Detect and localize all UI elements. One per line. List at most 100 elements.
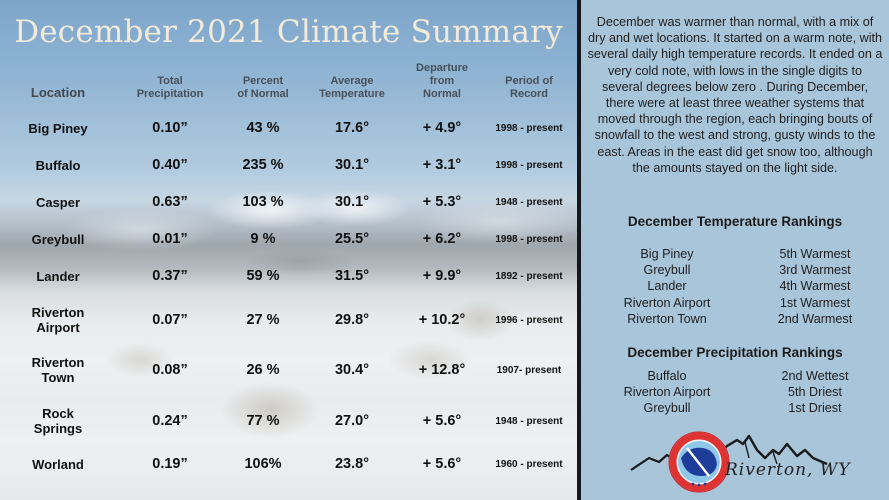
- cell-period-of-record: 1998 - present: [495, 233, 563, 245]
- cell-location: Riverton Town: [31, 355, 85, 385]
- list-item: Lander 4th Warmest: [647, 279, 851, 294]
- header-location-label: Location: [30, 85, 86, 100]
- cell-period-of-record: 1948 - present: [495, 196, 563, 208]
- cell-period-of-record: 1948 - present: [495, 415, 563, 427]
- header-percent-normal: Percent of Normal: [225, 75, 301, 101]
- cell-departure: + 3.1°: [422, 157, 462, 173]
- table-row: Casper 0.63” 103 % 30.1° + 5.3° 1948 - p…: [0, 184, 577, 220]
- temperature-rankings-list: Big Piney 5th Warmest Greybull 3rd Warmest…: [581, 246, 889, 327]
- cell-avg-temperature: 31.5°: [334, 268, 370, 284]
- cell-precipitation: 0.37”: [152, 268, 188, 284]
- cell-period-of-record: 1996 - present: [495, 314, 563, 326]
- cell-percent-normal: 27 %: [246, 312, 280, 328]
- cell-location: Big Piney: [28, 120, 88, 136]
- cell-departure: + 5.6°: [422, 456, 462, 472]
- header-precip-line2: Precipitation: [136, 88, 204, 100]
- cell-period-of-record: 1960 - present: [495, 458, 563, 470]
- header-por-line2: Record: [510, 88, 548, 100]
- list-item: Buffalo 2nd Wettest: [647, 369, 849, 383]
- cell-period-of-record: 1998 - present: [495, 159, 563, 171]
- table-row: Riverton Town 0.08” 26 % 30.4° + 12.8° 19…: [0, 352, 577, 388]
- header-avg-temperature: Average Temperature: [306, 75, 398, 101]
- cell-percent-normal: 26 %: [246, 362, 280, 378]
- header-temp-line1: Average: [330, 75, 374, 87]
- cell-departure: + 12.8°: [418, 362, 466, 378]
- cell-location: Worland: [32, 456, 84, 472]
- list-item: Riverton Airport 1st Warmest: [623, 295, 851, 310]
- cell-location: Greybull: [31, 231, 85, 247]
- cell-avg-temperature: 25.5°: [334, 231, 370, 247]
- table-row: Worland 0.19” 106% 23.8° + 5.6° 1960 - p…: [0, 446, 577, 482]
- cell-departure: + 6.2°: [422, 231, 462, 247]
- cell-location: Lander: [36, 268, 80, 284]
- cell-precipitation: 0.10”: [152, 120, 188, 136]
- precipitation-rankings-title: December Precipitation Rankings: [627, 345, 843, 360]
- header-dep-line2: from: [429, 75, 455, 87]
- header-location: Location: [8, 86, 108, 99]
- panel-divider: [577, 0, 581, 500]
- list-item: Riverton Town 2nd Warmest: [627, 311, 853, 326]
- cell-percent-normal: 43 %: [246, 120, 280, 136]
- cell-precipitation: 0.01”: [152, 231, 188, 247]
- logo-location-text: Riverton, WY: [725, 460, 851, 480]
- header-pct-line2: of Normal: [237, 88, 289, 100]
- cell-location: Buffalo: [35, 157, 81, 173]
- cell-precipitation: 0.19”: [152, 456, 188, 472]
- summary-panel: December was warmer than normal, with a …: [581, 0, 889, 500]
- cell-precipitation: 0.08”: [152, 362, 188, 378]
- cell-location: Rock Springs: [33, 406, 83, 436]
- page-title: December 2021 Climate Summary: [14, 14, 563, 50]
- cell-avg-temperature: 27.0°: [334, 413, 370, 429]
- cell-percent-normal: 59 %: [246, 268, 280, 284]
- header-precip-line1: Total: [157, 75, 183, 87]
- header-dep-line1: Departure: [416, 62, 468, 74]
- cell-avg-temperature: 17.6°: [334, 120, 370, 136]
- summary-text: December was warmer than normal, with a …: [587, 15, 883, 175]
- table-row: Lander 0.37” 59 % 31.5° + 9.9° 1892 - pr…: [0, 258, 577, 294]
- table-row: Buffalo 0.40” 235 % 30.1° + 3.1° 1998 - …: [0, 147, 577, 183]
- cell-avg-temperature: 23.8°: [334, 456, 370, 472]
- cell-percent-normal: 235 %: [242, 157, 284, 173]
- cell-precipitation: 0.40”: [152, 157, 188, 173]
- list-item: Greybull 1st Driest: [643, 401, 842, 416]
- table-row: Rock Springs 0.24” 77 % 27.0° + 5.6° 1948…: [0, 403, 577, 439]
- cell-period-of-record: 1892 - present: [495, 270, 563, 282]
- table-row: Big Piney 0.10” 43 % 17.6° + 4.9° 1998 -…: [0, 110, 577, 146]
- cell-percent-normal: 9 %: [250, 231, 276, 247]
- cell-departure: + 5.6°: [422, 413, 462, 429]
- cell-precipitation: 0.24”: [152, 413, 188, 429]
- cell-departure: + 10.2°: [418, 312, 466, 328]
- cell-departure: + 9.9°: [422, 268, 462, 284]
- list-item: Riverton Airport 5th Driest: [623, 385, 842, 400]
- cell-location: Riverton Airport: [31, 305, 85, 335]
- table-row: Greybull 0.01” 9 % 25.5° + 6.2° 1998 - p…: [0, 221, 577, 257]
- header-por-line1: Period of: [505, 75, 553, 87]
- cell-percent-normal: 106%: [244, 456, 282, 472]
- cell-avg-temperature: 30.1°: [334, 157, 370, 173]
- header-pct-line1: Percent: [242, 75, 284, 87]
- cell-period-of-record: 1907- present: [496, 364, 562, 376]
- cell-percent-normal: 77 %: [246, 413, 280, 429]
- nws-riverton-logo: [630, 431, 828, 493]
- climate-table-panel: December 2021 Climate Summary Location T…: [0, 0, 577, 500]
- cell-precipitation: 0.63”: [152, 194, 188, 210]
- header-dep-line3: Normal: [423, 88, 461, 100]
- cell-percent-normal: 103 %: [242, 194, 284, 210]
- header-temp-line2: Temperature: [319, 88, 385, 100]
- cell-avg-temperature: 30.1°: [334, 194, 370, 210]
- cell-location: Casper: [35, 194, 81, 210]
- cell-avg-temperature: 30.4°: [334, 362, 370, 378]
- header-period-of-record: Period of Record: [485, 75, 573, 101]
- cell-avg-temperature: 29.8°: [334, 312, 370, 328]
- table-row: Riverton Airport 0.07” 27 % 29.8° + 10.2°…: [0, 302, 577, 338]
- cell-period-of-record: 1998 - present: [495, 122, 563, 134]
- list-item: Greybull 3rd Warmest: [643, 263, 851, 278]
- cell-departure: + 5.3°: [422, 194, 462, 210]
- temperature-rankings-title: December Temperature Rankings: [627, 214, 843, 229]
- list-item: Big Piney 5th Warmest: [640, 247, 851, 261]
- precipitation-rankings-list: Buffalo 2nd Wettest Riverton Airport 5th D…: [581, 368, 889, 417]
- nws-logo-icon: [668, 431, 730, 493]
- header-departure: Departure from Normal: [400, 62, 484, 101]
- cell-departure: + 4.9°: [422, 120, 462, 136]
- cell-precipitation: 0.07”: [152, 312, 188, 328]
